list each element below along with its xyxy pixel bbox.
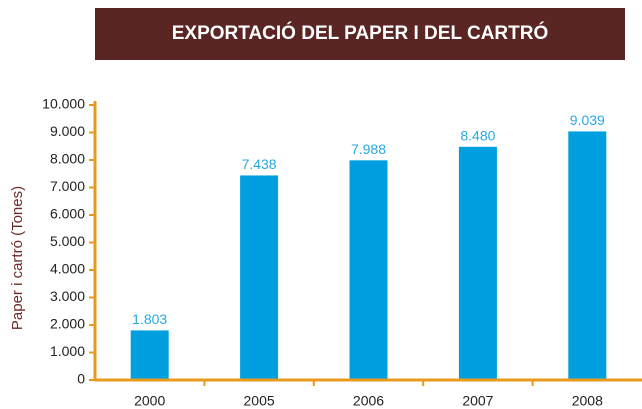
x-tick-label: 2000 (134, 393, 165, 409)
y-tick-label: 10.000 (42, 96, 85, 112)
y-tick-label: 8.000 (50, 151, 85, 167)
y-axis-label: Paper i cartró (Tones) (9, 186, 26, 330)
value-label: 1.803 (132, 311, 167, 327)
y-tick-label: 2.000 (50, 316, 85, 332)
chart-title: EXPORTACIÓ DEL PAPER I DEL CARTRÓ (172, 22, 549, 44)
bar (568, 131, 607, 380)
bar (458, 146, 497, 380)
y-tick-label: 1.000 (50, 343, 85, 359)
x-tick-label: 2005 (244, 393, 275, 409)
title-band (95, 8, 625, 60)
value-label: 8.480 (460, 128, 495, 144)
x-tick-label: 2006 (353, 393, 384, 409)
value-label: 7.438 (242, 156, 277, 172)
y-tick-label: 7.000 (50, 178, 85, 194)
bar (130, 330, 169, 380)
value-label: 7.988 (351, 141, 386, 157)
bar (349, 160, 388, 380)
bar (240, 175, 279, 380)
y-tick-label: 9.000 (50, 123, 85, 139)
x-tick-label: 2007 (462, 393, 493, 409)
y-tick-label: 5.000 (50, 233, 85, 249)
value-label: 9.039 (570, 112, 605, 128)
y-tick-label: 4.000 (50, 261, 85, 277)
y-tick-label: 0 (77, 371, 85, 387)
y-tick-label: 6.000 (50, 206, 85, 222)
y-tick-label: 3.000 (50, 288, 85, 304)
x-tick-label: 2008 (572, 393, 603, 409)
